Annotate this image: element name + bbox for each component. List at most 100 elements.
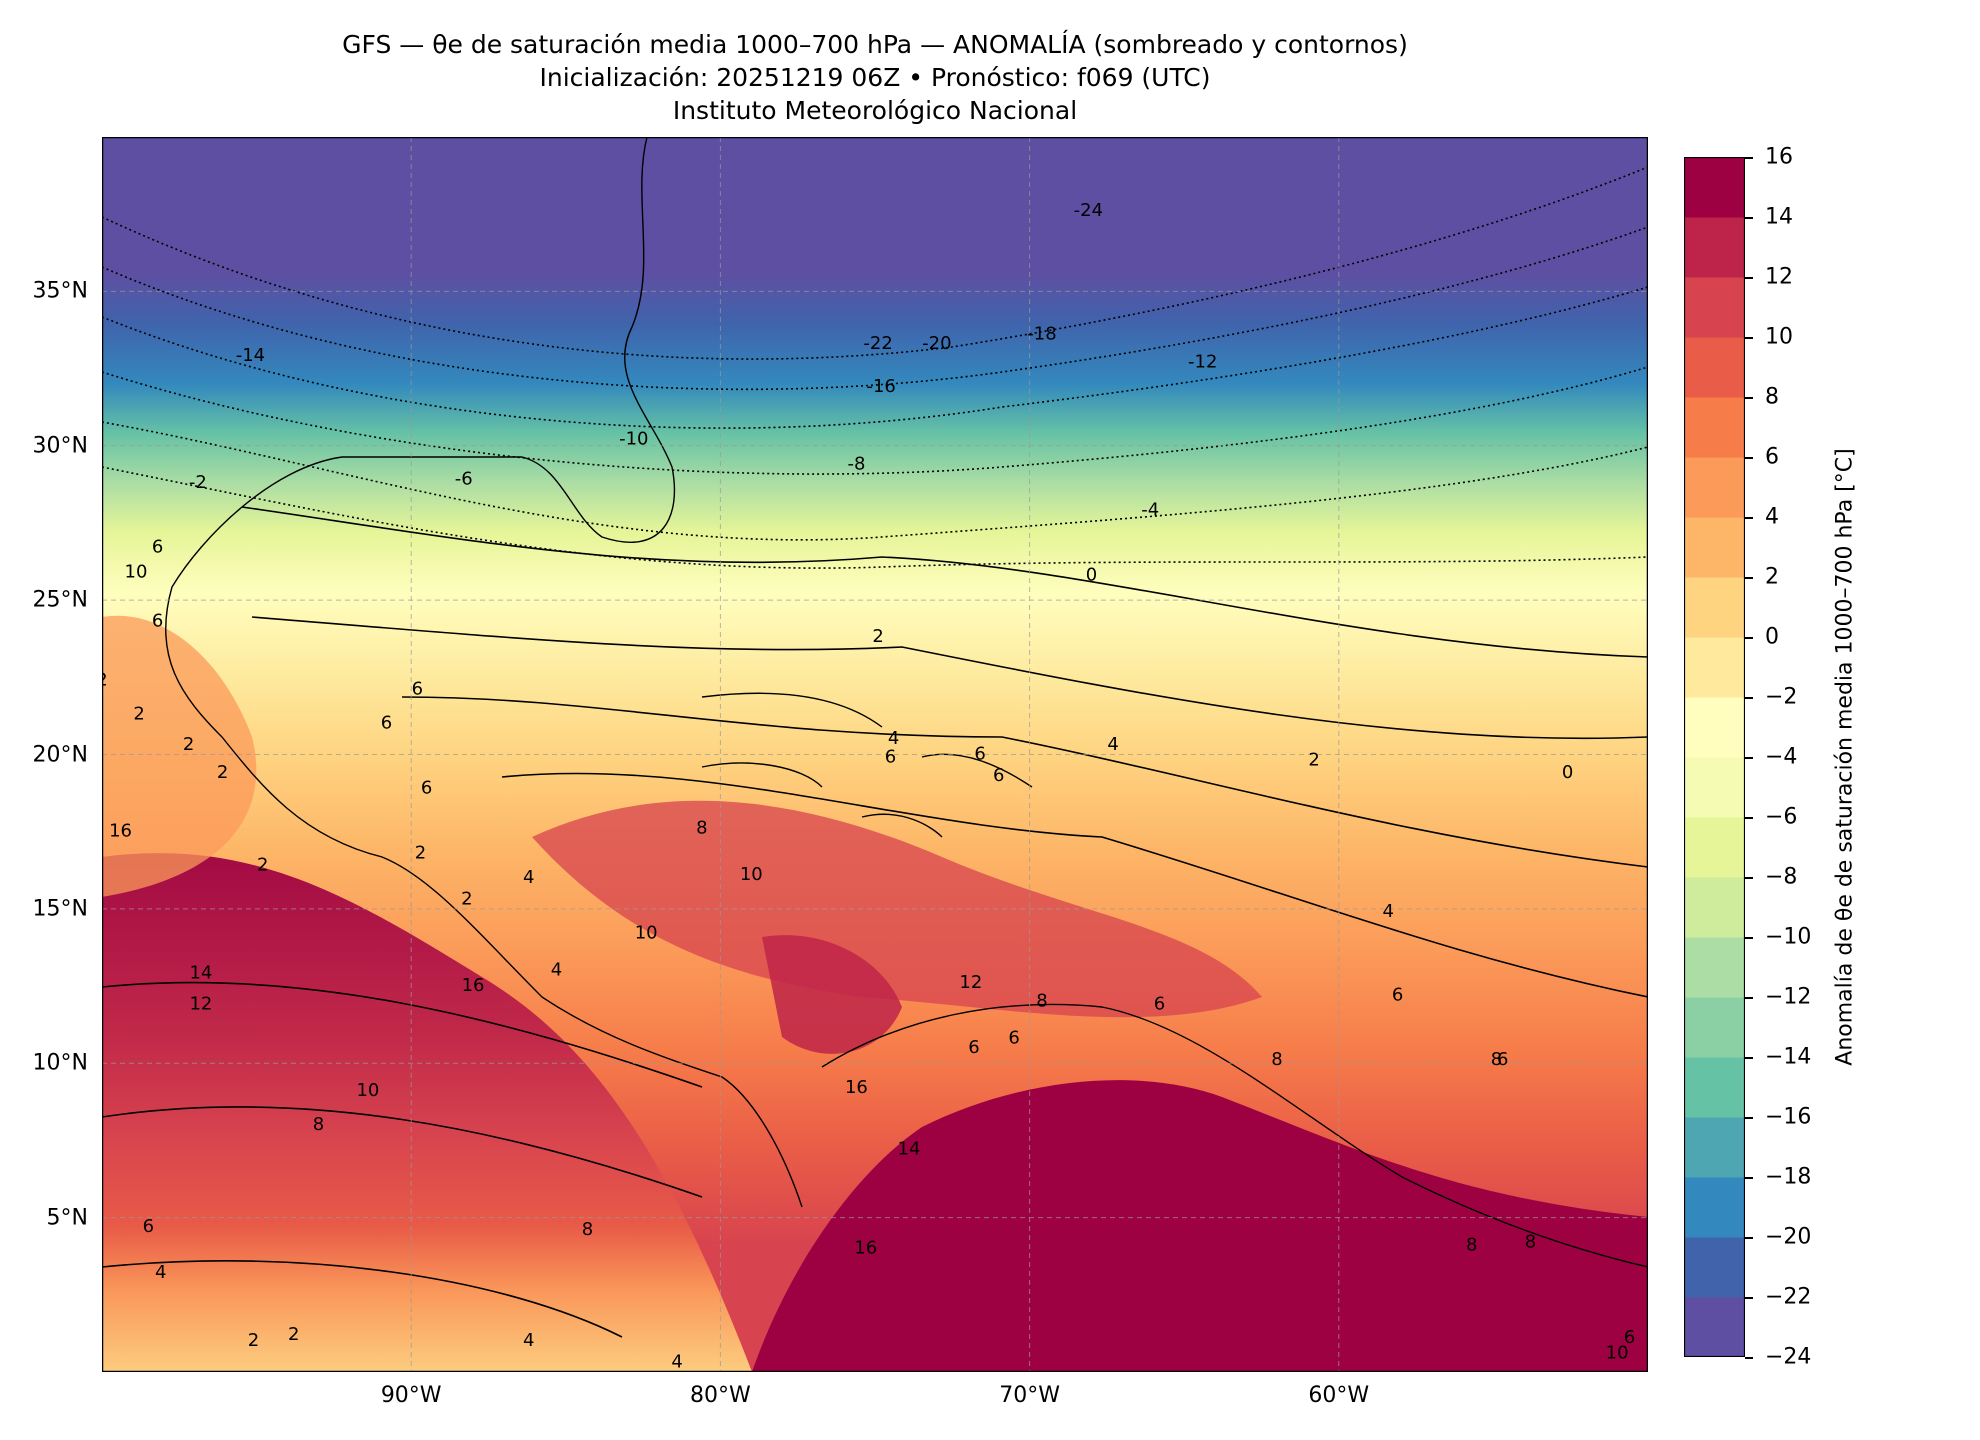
contour-minus-4	[102, 466, 1648, 569]
colorbar-tick-label: 12	[1765, 264, 1793, 290]
colorbar-tick-label: 0	[1765, 624, 1779, 650]
colorbar-segment	[1684, 817, 1745, 878]
contour-label: 14	[898, 1139, 921, 1160]
contour-label: 0	[1086, 564, 1097, 585]
lon-tick-label: 60°W	[1308, 1383, 1370, 1408]
contour-minus-12	[102, 366, 1648, 475]
colorbar-segment	[1684, 157, 1745, 218]
colorbar-tick-label: 16	[1765, 144, 1793, 170]
contour-label: 16	[109, 821, 132, 842]
colorbar-segment	[1684, 1237, 1745, 1298]
contour-label: 12	[959, 972, 982, 993]
contour-minus-8	[102, 421, 1648, 541]
colorbar-tick-label: −24	[1765, 1344, 1812, 1370]
contour-label: -2	[189, 472, 207, 493]
colorbar-tick-label: −20	[1765, 1224, 1812, 1250]
contour-label: 2	[1308, 750, 1319, 771]
colorbar-segment	[1684, 637, 1745, 698]
colorbar-tick-mark	[1745, 817, 1753, 819]
colorbar-segment	[1684, 1177, 1745, 1238]
colorbar-tick-mark	[1745, 937, 1753, 939]
contour-minus-24	[102, 166, 1648, 360]
contour-label: 2	[872, 626, 883, 647]
colorbar-tick-mark	[1745, 577, 1753, 579]
colorbar-tick-label: −16	[1765, 1104, 1812, 1130]
colorbar-tick-mark	[1745, 277, 1753, 279]
contour-label: 6	[412, 679, 423, 700]
colorbar-tick-mark	[1745, 217, 1753, 219]
colorbar-tick-label: 4	[1765, 504, 1779, 530]
colorbar-tick-mark	[1745, 637, 1753, 639]
coastline-south-america	[821, 1003, 1648, 1268]
contour-label: 10	[1606, 1342, 1629, 1363]
colorbar-segment	[1684, 1117, 1745, 1178]
lat-tick-label: 15°N	[32, 896, 88, 922]
lat-tick-label: 20°N	[32, 742, 88, 767]
colorbar-tick-label: −10	[1765, 924, 1812, 950]
gridlines	[102, 137, 1648, 1372]
contour-label: 10	[740, 864, 763, 885]
contour-label: 8	[1271, 1049, 1282, 1070]
contour-label: 2	[248, 1330, 259, 1351]
colorbar-segment	[1684, 397, 1745, 458]
contour-4	[401, 696, 1648, 868]
contour-label: 6	[1624, 1327, 1635, 1348]
colorbar-tick-label: −18	[1765, 1164, 1812, 1190]
colorbar-tick-mark	[1745, 697, 1753, 699]
coastline-gulf	[164, 137, 803, 1208]
colorbar-segment	[1684, 217, 1745, 278]
colorbar-tick-mark	[1745, 457, 1753, 459]
colorbar-tick-label: −2	[1765, 684, 1798, 710]
contour-label: 6	[1392, 984, 1403, 1005]
contour-label: -22	[863, 333, 892, 354]
lon-tick-label: 90°W	[380, 1383, 442, 1408]
colorbar-segment	[1684, 697, 1745, 758]
lat-tick-label: 30°N	[32, 433, 88, 459]
colorbar-tick-label: −6	[1765, 804, 1798, 830]
colorbar-tick-mark	[1745, 1237, 1753, 1239]
contour-label: -4	[1141, 500, 1159, 521]
contour-label: 6	[1154, 994, 1165, 1015]
colorbar-tick-label: −8	[1765, 864, 1798, 890]
contour-label: 6	[993, 765, 1004, 786]
coastline-islands	[701, 692, 1033, 838]
contour-label: 8	[1491, 1049, 1502, 1070]
contour-label: 6	[143, 1216, 154, 1237]
colorbar-segment	[1684, 1297, 1745, 1357]
contour-label: -10	[619, 429, 648, 450]
colorbar-segment	[1684, 757, 1745, 818]
contour-label: 2	[183, 734, 194, 755]
contour-label: 8	[1036, 991, 1047, 1012]
contour-pacific-10	[102, 981, 703, 1088]
colorbar-tick-mark	[1745, 1057, 1753, 1059]
colorbar-tick-label: 8	[1765, 384, 1779, 410]
colorbar-tick-mark	[1745, 1357, 1753, 1359]
contour-label: 4	[888, 728, 899, 749]
lat-tick-label: 5°N	[46, 1205, 88, 1231]
contour-label: 4	[671, 1352, 682, 1372]
shading-pacific	[102, 853, 752, 1372]
contour-2	[251, 616, 1648, 740]
colorbar-tick-mark	[1745, 157, 1753, 159]
lat-tick-label: 10°N	[32, 1050, 88, 1076]
colorbar-segment	[1684, 277, 1745, 338]
map-subtitle: Inicialización: 20251219 06Z • Pronóstic…	[539, 63, 1211, 92]
contour-pacific-4	[102, 1260, 623, 1338]
colorbar-tick-label: −22	[1765, 1284, 1812, 1310]
colorbar-tick-mark	[1745, 877, 1753, 879]
lat-tick-label: 25°N	[32, 587, 88, 613]
contour-label: -16	[866, 376, 895, 397]
colorbar-tick-mark	[1745, 1177, 1753, 1179]
colorbar-tick-label: −4	[1765, 744, 1798, 770]
colorbar-tick-label: 6	[1765, 444, 1779, 470]
map-title: GFS — θe de saturación media 1000–700 hP…	[342, 30, 1408, 59]
contour-label: 12	[189, 994, 212, 1015]
colorbar-segment	[1684, 1057, 1745, 1118]
contour-label: 10	[635, 923, 658, 944]
colorbar-segment	[1684, 877, 1745, 938]
colorbar-frame	[1684, 157, 1745, 1357]
contour-label: 8	[582, 1219, 593, 1240]
contour-label: 6	[1008, 1028, 1019, 1049]
colorbar-tick-label: 14	[1765, 204, 1793, 230]
